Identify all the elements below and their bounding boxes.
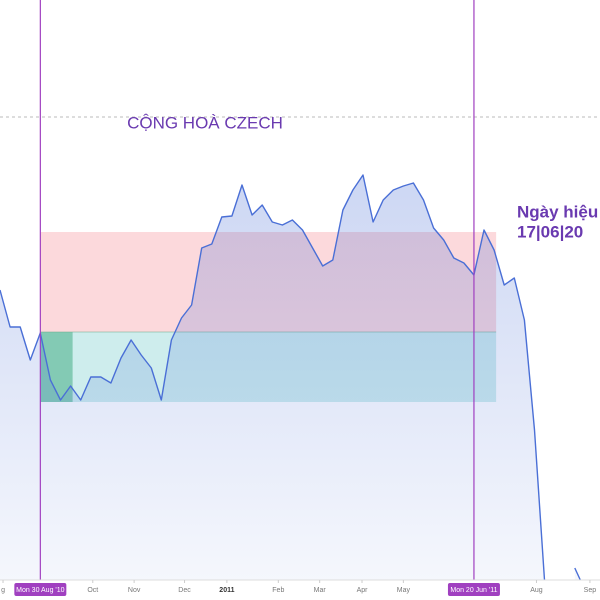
area xyxy=(0,175,585,590)
marker-label-bg xyxy=(447,583,500,596)
marker-label: Mon 20 Jun '11 xyxy=(450,587,497,594)
x-tick-label: Feb xyxy=(272,587,284,594)
x-tick-label: g xyxy=(1,587,5,594)
x-tick-label: Nov xyxy=(128,587,141,594)
annotation: Ngày hiệu xyxy=(517,202,598,221)
annotation: 17|06|20 xyxy=(517,222,583,241)
x-tick-label: 2011 xyxy=(219,587,234,594)
x-tick-label: Oct xyxy=(87,587,98,594)
x-tick-label: May xyxy=(397,587,411,594)
marker-label-bg xyxy=(14,583,67,596)
x-tick-label: Sep xyxy=(584,587,597,594)
x-tick-label: Aug xyxy=(530,587,543,594)
x-tick-label: Mar xyxy=(314,587,327,594)
marker-label: Mon 30 Aug '10 xyxy=(16,587,65,594)
x-tick-label: Dec xyxy=(178,587,191,594)
x-tick-label: Apr xyxy=(357,587,369,594)
chart-title: CỘNG HOÀ CZECH xyxy=(127,113,283,132)
